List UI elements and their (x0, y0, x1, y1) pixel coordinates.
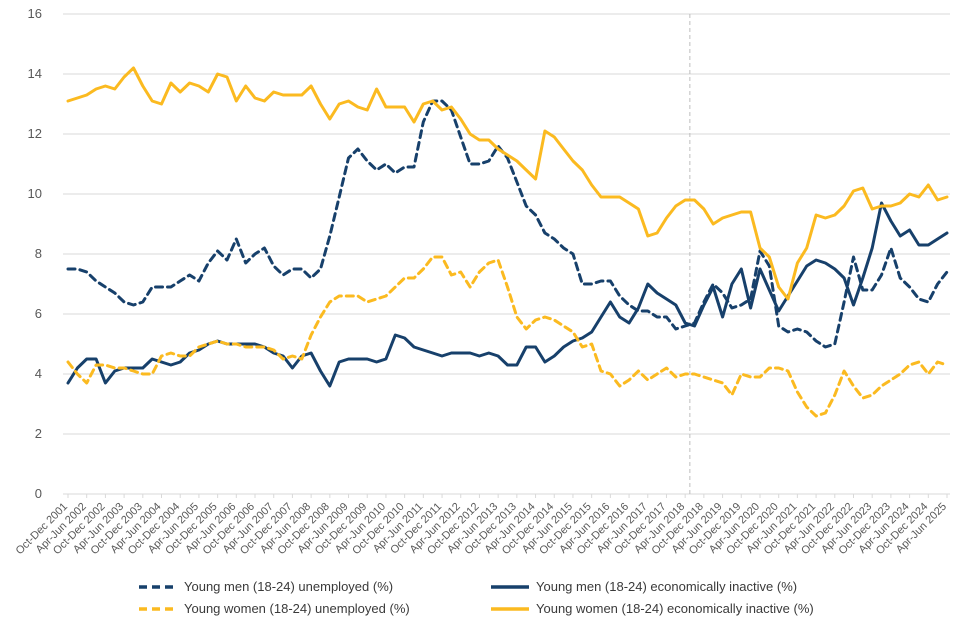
legend-item-men-unemployed: Young men (18-24) unemployed (%) (138, 579, 490, 594)
legend-item-women-unemployed: Young women (18-24) unemployed (%) (138, 601, 490, 616)
y-tick-label: 4 (35, 366, 42, 381)
series-line-3 (66, 66, 949, 301)
chart-legend: Young men (18-24) unemployed (%) Young m… (138, 579, 858, 616)
legend-line-solid-navy-icon (491, 584, 529, 589)
legend-line-dashed-gold-icon (139, 606, 177, 611)
series-line-1 (66, 201, 949, 388)
series-line-0 (66, 99, 949, 349)
y-axis-tick-labels: 0 2 4 6 8 10 12 14 16 (28, 6, 42, 501)
legend-line-solid-gold-icon (491, 606, 529, 611)
y-tick-label: 6 (35, 306, 42, 321)
legend-item-women-inactive: Young women (18-24) economically inactiv… (490, 601, 858, 616)
gridlines (63, 13, 950, 495)
y-tick-label: 14 (28, 66, 42, 81)
legend-label: Young men (18-24) economically inactive … (536, 579, 798, 594)
legend-label: Young men (18-24) unemployed (%) (184, 579, 394, 594)
series-line-2 (66, 255, 949, 418)
y-tick-label: 12 (28, 126, 42, 141)
y-tick-label: 16 (28, 6, 42, 21)
legend-line-dashed-navy-icon (139, 584, 177, 589)
y-tick-label: 0 (35, 486, 42, 501)
y-tick-label: 8 (35, 246, 42, 261)
y-tick-label: 10 (28, 186, 42, 201)
y-tick-label: 2 (35, 426, 42, 441)
legend-label: Young women (18-24) unemployed (%) (184, 601, 410, 616)
legend-label: Young women (18-24) economically inactiv… (536, 601, 814, 616)
legend-item-men-inactive: Young men (18-24) economically inactive … (490, 579, 858, 594)
